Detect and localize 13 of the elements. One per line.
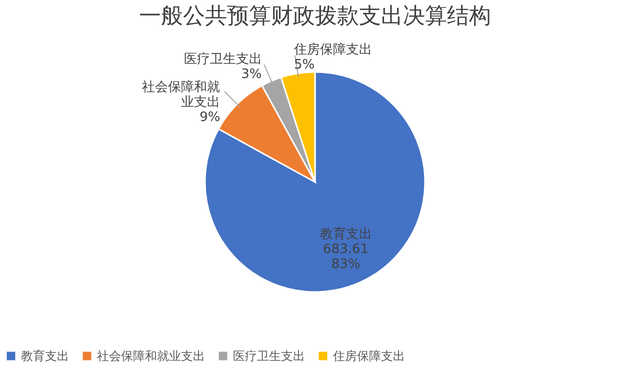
slice-label: 教育支出 [320, 226, 372, 242]
data-label: 9% [200, 110, 220, 126]
chart-title: 一般公共预算财政拨款支出决算结构 [139, 4, 491, 29]
slice-label: 医疗卫生支出 [184, 52, 262, 68]
slice-label: 社会保障和就业支出 [142, 80, 220, 110]
data-label: 5% [294, 58, 315, 73]
data-label: 3% [241, 67, 262, 82]
legend-label: 医疗卫生支出 [233, 349, 305, 363]
slice-label: 住房保障支出 [293, 42, 372, 58]
legend-label: 住房保障支出 [332, 349, 405, 363]
data-label: 683.61 83% [323, 242, 369, 272]
legend-label: 教育支出 [21, 349, 69, 363]
legend-label: 社会保障和就业支出 [97, 349, 205, 363]
